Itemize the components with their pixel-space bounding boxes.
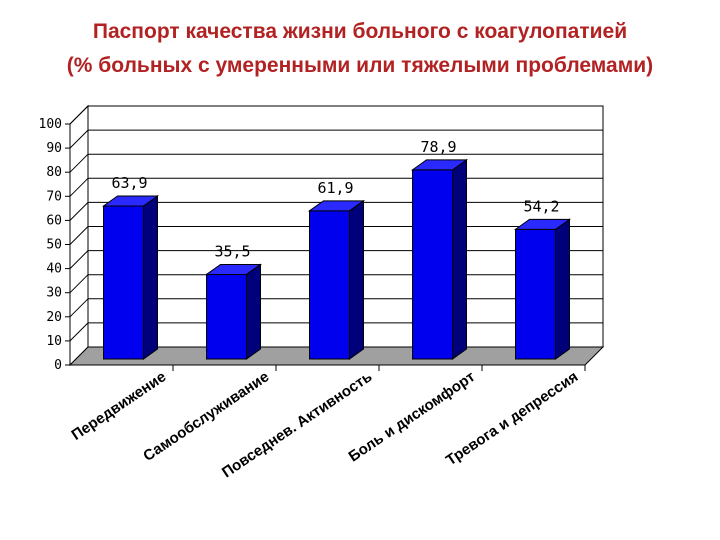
bar-top bbox=[513, 218, 572, 230]
bar-top bbox=[204, 263, 263, 275]
bar-side bbox=[349, 199, 364, 360]
y-tick-label: 40 bbox=[46, 262, 62, 277]
y-tick-label: 10 bbox=[46, 334, 62, 349]
y-tick-label: 20 bbox=[46, 310, 62, 325]
gridline-side bbox=[69, 250, 89, 269]
bar bbox=[309, 210, 350, 360]
data-label: 63,9 bbox=[111, 174, 147, 192]
bar bbox=[412, 169, 453, 360]
gridline-side bbox=[69, 153, 89, 173]
y-tick-label: 100 bbox=[39, 117, 62, 132]
y-tick-label: 0 bbox=[54, 358, 62, 373]
gridline-side bbox=[69, 177, 89, 197]
y-tick-label: 50 bbox=[46, 238, 62, 253]
y-tick-label: 80 bbox=[46, 165, 62, 180]
gridline-side bbox=[69, 129, 89, 149]
y-tick-label: 30 bbox=[46, 286, 62, 301]
y-tick-label: 70 bbox=[46, 189, 62, 204]
bar-side bbox=[143, 195, 158, 360]
bar-top bbox=[101, 195, 160, 207]
category-label: Передвижение bbox=[69, 368, 170, 444]
gridline-side bbox=[69, 202, 89, 221]
gridline-side bbox=[69, 322, 89, 342]
bar bbox=[103, 205, 144, 360]
bar-side bbox=[555, 218, 570, 360]
gridline-side bbox=[69, 226, 89, 245]
data-label: 61,9 bbox=[317, 179, 353, 197]
data-label: 35,5 bbox=[214, 242, 250, 260]
data-label: 78,9 bbox=[420, 138, 456, 156]
y-tick-label: 60 bbox=[46, 213, 62, 228]
chart-title-line1: Паспорт качества жизни больного с коагул… bbox=[92, 20, 628, 43]
chart-title-line2: (% больных с умеренными или тяжелыми про… bbox=[66, 54, 654, 77]
bar-side bbox=[452, 158, 467, 360]
bar bbox=[206, 273, 247, 360]
bar-side bbox=[246, 263, 261, 360]
bar-top bbox=[410, 159, 469, 171]
bar bbox=[515, 228, 556, 360]
gridline-side bbox=[69, 298, 89, 318]
data-label: 54,2 bbox=[523, 197, 559, 215]
bar-top bbox=[307, 200, 366, 212]
gridline-side bbox=[69, 105, 89, 125]
y-tick-label: 90 bbox=[46, 141, 62, 156]
gridline-side bbox=[69, 274, 89, 294]
